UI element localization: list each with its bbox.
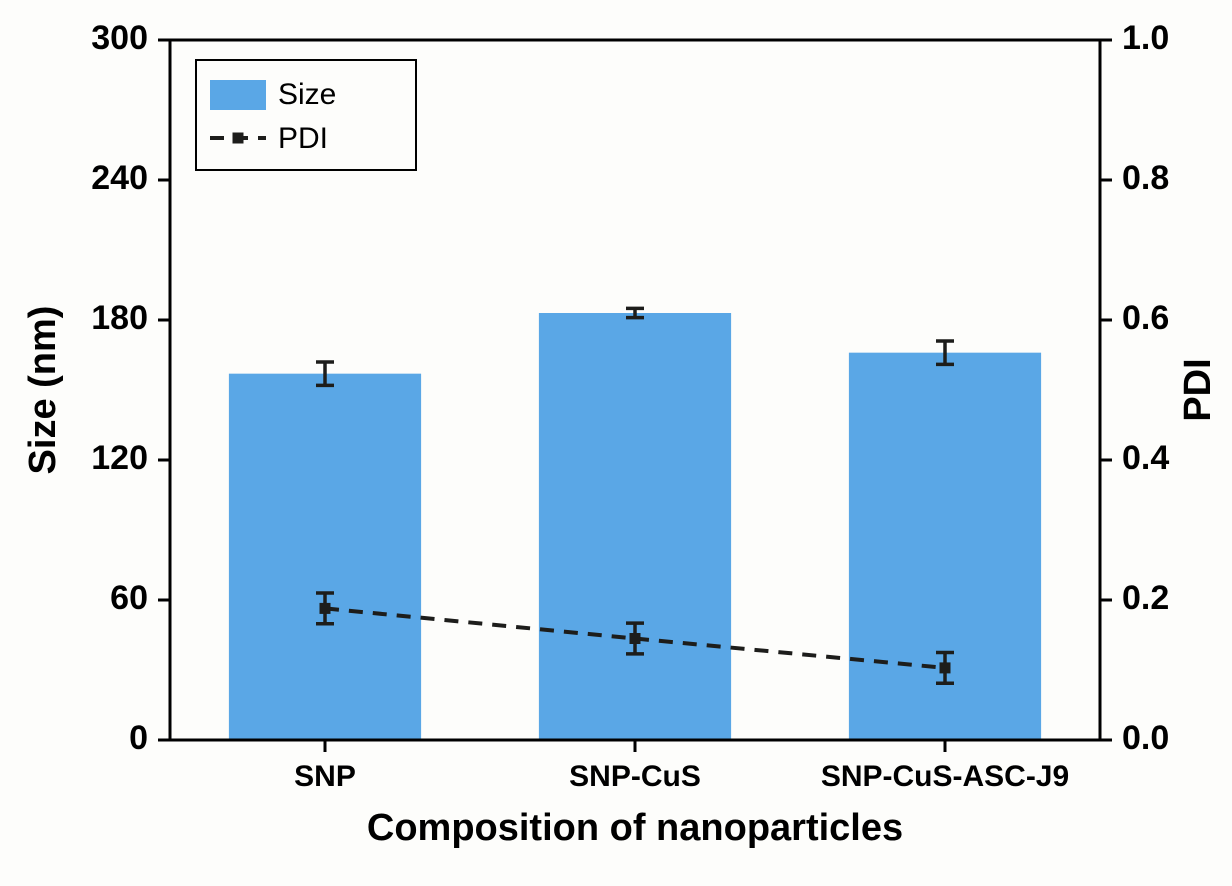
y-left-tick-label: 0 xyxy=(129,719,148,757)
pdi-marker xyxy=(320,603,331,614)
bar xyxy=(539,313,731,740)
legend-swatch-size xyxy=(210,80,266,110)
x-tick-label: SNP-CuS xyxy=(569,760,701,793)
y-left-axis-title: Size (nm) xyxy=(22,306,64,475)
y-left-tick-label: 240 xyxy=(91,159,148,197)
pdi-marker xyxy=(940,662,951,673)
x-tick-label: SNP xyxy=(294,760,356,793)
y-right-tick-label: 1.0 xyxy=(1122,19,1169,57)
y-right-tick-label: 0.4 xyxy=(1122,439,1169,477)
y-right-tick-label: 0.0 xyxy=(1122,719,1169,757)
chart-container: 0 60 120 180 240 300 0.0 0.2 0.4 0.6 0.8 1.0 SNP SNP-… xyxy=(0,0,1232,886)
dual-axis-bar-line-chart: 0 60 120 180 240 300 0.0 0.2 0.4 0.6 0.8 1.0 SNP SNP-… xyxy=(0,0,1232,886)
y-left-tick-label: 120 xyxy=(91,439,148,477)
legend-label-size: Size xyxy=(278,78,336,111)
y-right-tick-label: 0.8 xyxy=(1122,159,1169,197)
pdi-marker xyxy=(630,633,641,644)
y-left-tick-label: 180 xyxy=(91,299,148,337)
legend-label-pdi: PDI xyxy=(278,122,328,155)
y-right-tick-label: 0.6 xyxy=(1122,299,1169,337)
bar xyxy=(229,374,421,740)
y-right-axis-title: PDI xyxy=(1177,358,1219,421)
y-left-tick-label: 300 xyxy=(91,19,148,57)
x-tick-label: SNP-CuS-ASC-J9 xyxy=(821,760,1069,793)
y-left-tick-label: 60 xyxy=(110,579,148,617)
y-right-tick-label: 0.2 xyxy=(1122,579,1169,617)
legend-marker-pdi xyxy=(233,133,244,144)
x-axis-title: Composition of nanoparticles xyxy=(367,807,903,849)
